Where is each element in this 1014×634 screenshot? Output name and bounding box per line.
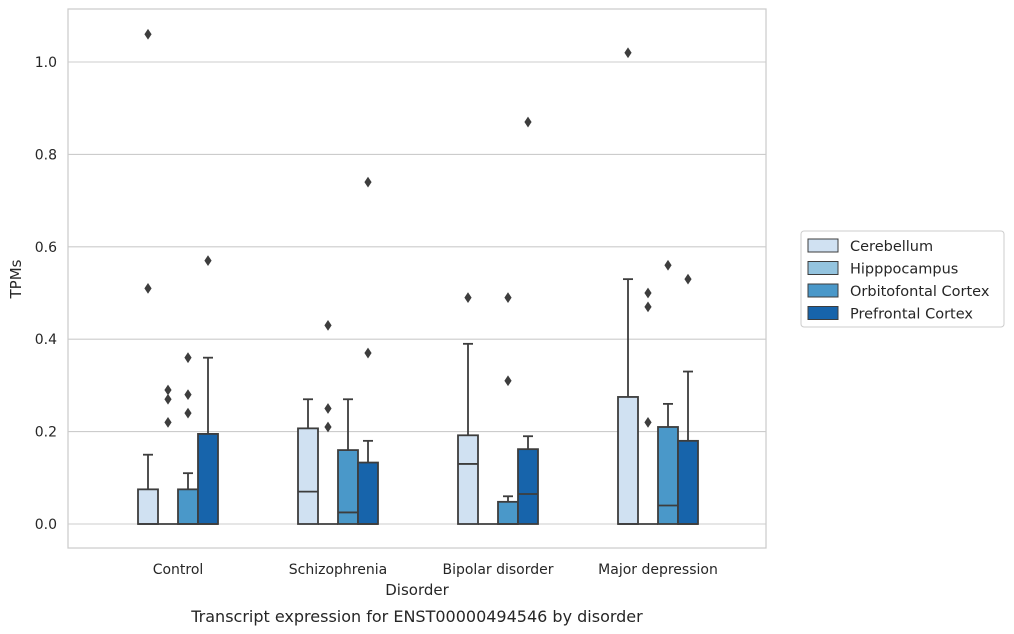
box: [197, 433, 219, 525]
box-hipppocampus: [158, 384, 178, 525]
legend-swatch: [807, 238, 839, 253]
outlier-point: [164, 384, 172, 396]
box-orbitofontal-cortex: [497, 292, 519, 525]
x-tick-label: Major depression: [598, 562, 718, 578]
legend-label: Prefrontal Cortex: [850, 307, 973, 323]
outlier-point: [524, 116, 532, 128]
box: [657, 426, 679, 525]
outlier-point: [664, 259, 672, 271]
box-cerebellum: [617, 47, 639, 525]
outlier-point: [464, 292, 472, 304]
box: [137, 488, 159, 525]
outlier-point: [164, 393, 172, 405]
box-cerebellum: [137, 28, 159, 525]
outlier-point: [324, 319, 332, 331]
outlier-point: [164, 416, 172, 428]
box-prefrontal-cortex: [677, 273, 699, 525]
box: [497, 500, 519, 525]
outlier-point: [144, 282, 152, 294]
y-tick-label: 0.2: [35, 425, 57, 441]
legend-label: Cerebellum: [850, 239, 933, 255]
plot-frame: [67, 8, 767, 549]
x-axis-label: Disorder: [385, 581, 449, 599]
box: [357, 461, 379, 525]
box-orbitofontal-cortex: [177, 352, 199, 525]
box: [617, 396, 639, 525]
y-tick-label: 0.0: [35, 517, 57, 533]
outlier-point: [504, 375, 512, 387]
x-tick-label: Control: [153, 562, 204, 578]
box-prefrontal-cortex: [357, 176, 379, 525]
legend-swatch: [807, 283, 839, 298]
outlier-point: [324, 421, 332, 433]
box: [297, 427, 319, 525]
y-axis-label: TPMs: [7, 259, 25, 299]
outlier-point: [184, 389, 192, 401]
box-groups: [137, 28, 699, 525]
y-tick-label: 1.0: [35, 55, 57, 71]
box-hipppocampus: [318, 319, 338, 525]
outlier-point: [644, 287, 652, 299]
x-ticks: Control Schizophrenia Bipolar disorder Majo…: [153, 562, 718, 578]
box: [677, 439, 699, 525]
legend-label: Orbitofontal Cortex: [850, 284, 990, 300]
outlier-point: [504, 292, 512, 304]
x-tick-label: Bipolar disorder: [442, 562, 553, 578]
outlier-point: [364, 176, 372, 188]
box: [177, 488, 199, 525]
outlier-point: [204, 255, 212, 267]
x-tick-label: Schizophrenia: [289, 562, 387, 578]
y-tick-label: 0.4: [35, 332, 57, 348]
box-hipppocampus: [638, 287, 658, 525]
y-ticks: 0.0 0.2 0.4 0.6 0.8 1.0: [35, 55, 57, 533]
box: [517, 448, 539, 525]
outlier-point: [324, 403, 332, 414]
outlier-point: [624, 47, 632, 59]
box-cerebellum: [297, 398, 319, 525]
outlier-point: [144, 28, 152, 40]
y-tick-label: 0.6: [35, 240, 57, 256]
box-orbitofontal-cortex: [657, 259, 679, 525]
outlier-point: [364, 347, 372, 359]
outlier-point: [184, 407, 192, 419]
y-tick-label: 0.8: [35, 147, 57, 163]
outlier-point: [644, 416, 652, 428]
legend-swatch: [807, 306, 839, 320]
figure-caption: Transcript expression for ENST0000049454…: [190, 607, 643, 626]
legend-swatch: [807, 261, 839, 275]
outlier-point: [684, 273, 692, 285]
box: [457, 434, 479, 525]
legend-frame: [800, 230, 1005, 328]
legend-label: Hipppocampus: [850, 262, 958, 278]
box-prefrontal-cortex: [517, 116, 539, 525]
legend: Cerebellum Hipppocampus Orbitofontal Corte…: [800, 230, 1005, 328]
outlier-point: [184, 352, 192, 364]
box-prefrontal-cortex: [197, 255, 219, 525]
box-orbitofontal-cortex: [337, 398, 359, 525]
outlier-point: [644, 301, 652, 313]
box-cerebellum: [457, 292, 479, 525]
